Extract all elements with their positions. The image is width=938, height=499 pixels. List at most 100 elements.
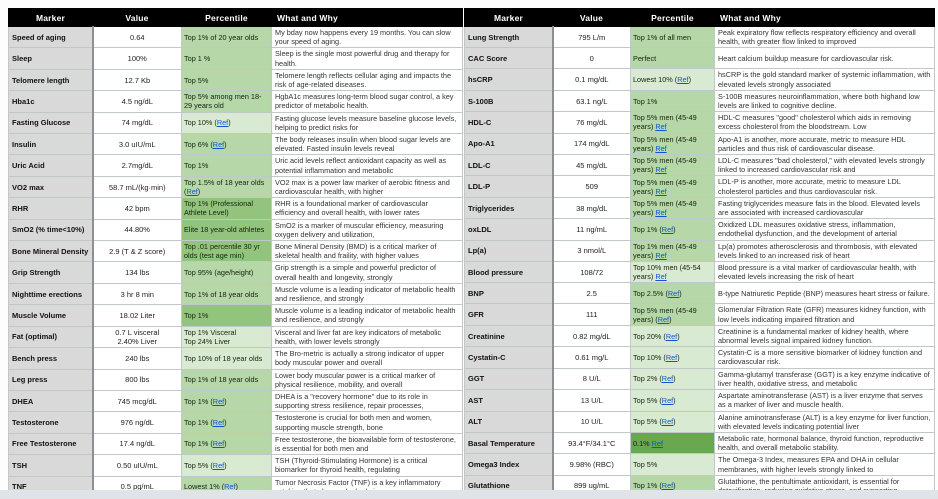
ref-link[interactable]: Ref [212,460,225,470]
value-cell: 45 mg/dL [552,154,631,177]
table-row: ALT 10 U/L Top 5% (Ref) Alanine aminotransf… [464,410,935,433]
percentile-cell: Top 5% men (45-49 years) Ref [630,111,715,134]
percentile-label-suffix: ) [677,352,680,362]
percentile-cell: Top 5% men (45-49 years) Ref [630,132,715,156]
what-why-cell: Free testosterone, the bioavailable form… [271,432,463,456]
percentile-label: Top 1% of 20 year olds [184,32,259,42]
ref-link[interactable]: Ref [212,439,225,449]
what-why-text: Cystatin-C is a more sensitive biomarker… [718,348,922,367]
ref-link[interactable]: Ref [667,288,680,298]
value-cell: 0.64 [92,25,182,49]
percentile-text: Top 1% (Ref) [633,225,712,234]
ref-link[interactable]: Ref [655,208,667,218]
ref-link[interactable]: Ref [665,352,678,362]
ref-link[interactable]: Ref [655,272,667,282]
ref-link[interactable]: Ref [655,250,667,260]
percentile-text: Elite 18 year-old athletes [184,225,269,234]
percentile-label: Lowest 1% ( [184,482,225,492]
ref-link[interactable]: Ref [655,186,667,196]
value-cell: 13 U/L [552,389,631,412]
what-why-text: hsCRP is the gold standard marker of sys… [718,70,931,89]
what-why-text: Lower body muscular power is a critical … [275,370,436,389]
ref-link[interactable]: Ref [661,417,674,427]
percentile-cell: Top 1.5% of 18 year olds (Ref) [181,175,272,199]
ref-link[interactable]: Ref [216,118,229,128]
percentile-text: Top 2.5% (Ref) [633,289,712,298]
what-why-text: My bday now happens every 19 months. You… [275,28,451,47]
ref-link[interactable]: Ref [212,139,225,149]
percentile-label-suffix: ) [669,314,672,324]
value-cell: 44.80% [92,218,182,242]
percentile-label: Top 5% men (45-49 years) ( [633,305,697,324]
table-row: Grip Strength 134 lbs Top 95% (age/height)… [8,261,463,284]
ref-link[interactable]: Ref [655,122,667,132]
ref-link[interactable]: Ref [212,396,225,406]
what-why-text: Gamma-glutamyl transferase (GGT) is a ke… [718,369,930,388]
percentile-text: Lowest 1% (Ref) [184,482,269,491]
ref-link[interactable]: Ref [661,481,674,491]
percentile-cell: Top 1% of 18 year olds [181,282,272,306]
percentile-cell: Top 1% of 20 year olds [181,25,272,49]
table-row: Testosterone 976 ng/dL Top 1% (Ref) Testost… [8,411,463,434]
table-row: Creatinine 0.82 mg/dL Top 20% (Ref) Creatin… [464,324,935,348]
table-row: LDL-P 509 Top 5% men (45-49 years) Ref LDL-… [464,175,935,198]
column-header-percentile: Percentile [181,8,272,27]
what-why-cell: Fasting glucose levels measure baseline … [271,111,463,135]
marker-cell: Nighttime erections [8,282,94,306]
table-row: Blood pressure 108/72 Top 10% men (45-54 y… [464,261,935,284]
what-why-cell: Alanine aminotransferase (ALT) is a key … [714,410,935,433]
percentile-text: Top 5% (Ref) [184,461,269,470]
table-row: LDL-C 45 mg/dL Top 5% men (45-49 years) Re… [464,154,935,177]
ref-link[interactable]: Ref [212,418,225,428]
percentile-cell: Top 1% Visceral Top 24% Liver [181,325,272,349]
ref-link[interactable]: Ref [661,395,674,405]
marker-cell: BNP [464,282,554,305]
ref-link[interactable]: Ref [661,224,674,234]
what-why-text: Alanine aminotransferase (ALT) is a key … [718,412,931,431]
value-cell: 0.82 mg/dL [552,324,631,348]
percentile-cell: Top 2% (Ref) [630,367,715,391]
percentile-label: Top .01 percentile 30 yr olds (test age … [184,242,260,261]
what-why-text: Peak expiratory flow reflects respirator… [718,28,916,47]
marker-cell: VO2 max [8,175,94,199]
header-row: Marker Value Percentile What and Why [8,8,463,27]
ref-link[interactable]: Ref [657,314,670,324]
marker-cell: Grip Strength [8,261,94,284]
what-why-cell: Peak expiratory flow reflects respirator… [714,25,935,49]
ref-link[interactable]: Ref [224,482,236,492]
value-cell: 100% [92,47,182,70]
what-why-text: Muscle volume is a leading indicator of … [275,284,456,304]
what-why-text: Uric acid levels reflect antioxidant cap… [275,156,447,175]
percentile-cell: Top 6% (Ref) [181,133,272,156]
percentile-label-suffix: ) [673,374,676,384]
what-why-cell: HgbA1c measures long-term blood sugar co… [271,90,463,113]
value-cell: 2.5 [552,282,631,305]
what-why-text: Muscle volume is a leading indicator of … [275,306,456,325]
marker-cell: Fat (optimal) [8,325,94,349]
percentile-text: Top 10% men (45-54 years) Ref [633,263,712,281]
what-why-cell: S-100B measures neuroinflammation, where… [714,89,935,113]
percentile-label: Top 1% ( [184,396,213,406]
column-header-marker: Marker [464,8,553,27]
ref-link[interactable]: Ref [661,374,674,384]
percentile-text: Top 95% (age/height) [184,268,269,277]
ref-link[interactable]: Ref [655,143,667,153]
value-cell: 111 [552,303,631,326]
value-cell: 9.98% (RBC) [552,453,631,476]
ref-link[interactable]: Ref [665,331,678,341]
ref-link[interactable]: Ref [655,165,667,175]
table-row: HDL-C 76 mg/dL Top 5% men (45-49 years) Re… [464,111,935,134]
ref-link[interactable]: Ref [651,438,664,448]
table-row: AST 13 U/L Top 5% (Ref) Aspartate aminotran… [464,389,935,412]
what-why-cell: Blood pressure is a vital marker of card… [714,261,935,284]
ref-link[interactable]: Ref [186,187,198,197]
percentile-label-suffix: ) [673,224,676,234]
value-cell: 93.4°F/34.1°C [552,431,631,455]
percentile-cell: Top 1% [181,154,272,177]
percentile-label: Top 5% ( [184,460,213,470]
what-why-cell: My bday now happens every 19 months. You… [271,25,463,49]
marker-cell: Apo-A1 [464,132,554,156]
marker-cell: Uric Acid [8,154,94,177]
ref-link[interactable]: Ref [677,75,689,85]
percentile-label-suffix: ) [224,396,227,406]
